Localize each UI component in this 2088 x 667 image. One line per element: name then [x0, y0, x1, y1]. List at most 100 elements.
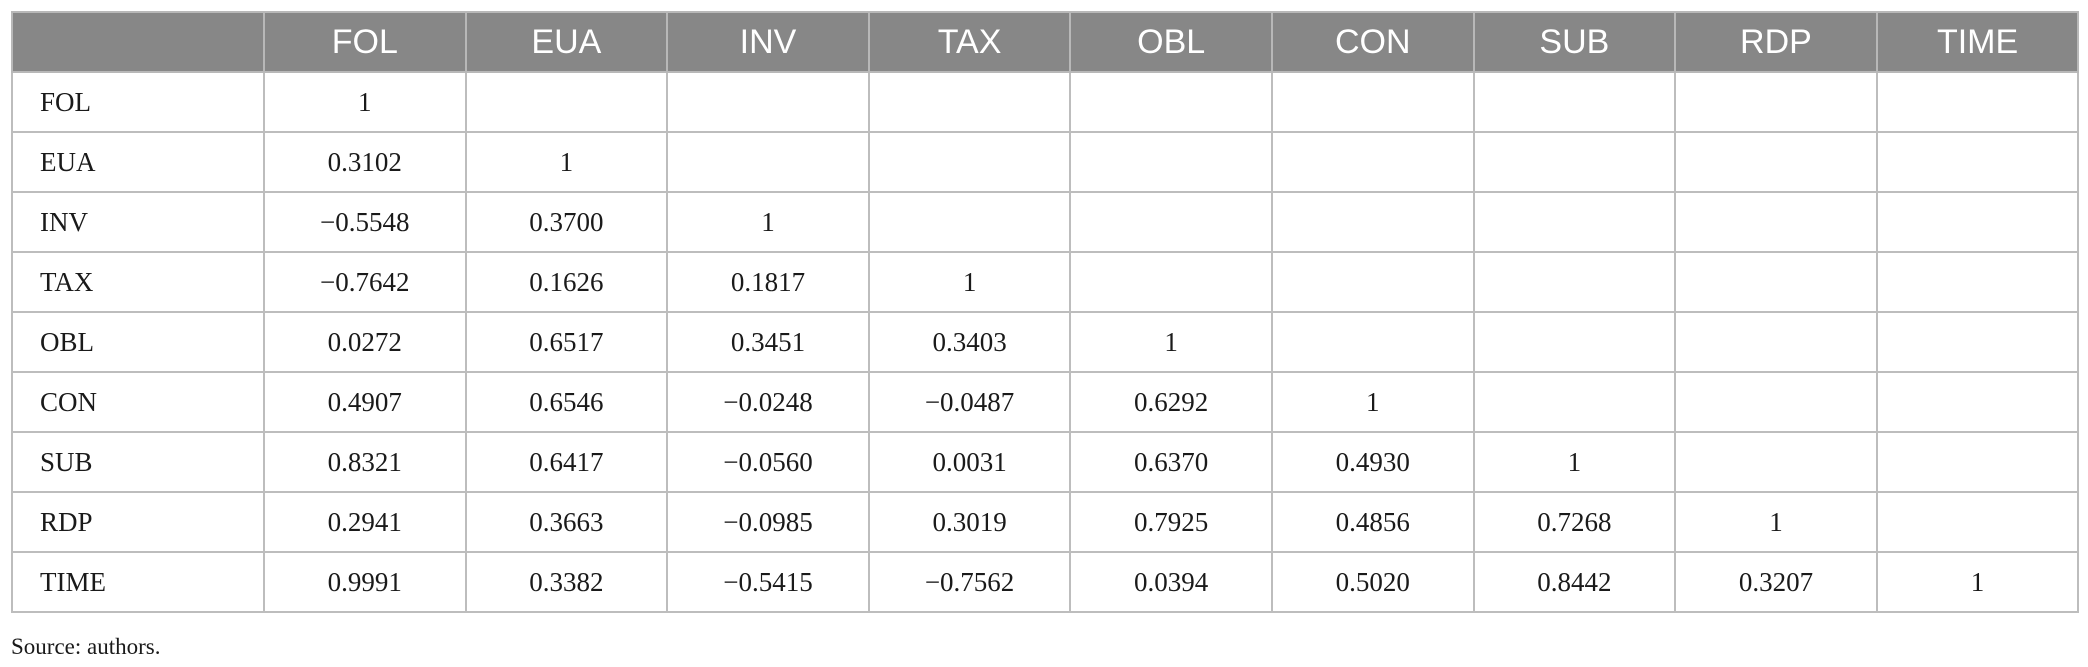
table-cell: 0.4856	[1270, 491, 1475, 553]
table-cell	[1674, 431, 1878, 493]
table-cell	[1674, 191, 1878, 253]
table-cell	[1270, 251, 1475, 313]
table-row: CON 0.4907 0.6546 −0.0248 −0.0487 0.6292 1	[11, 371, 2080, 433]
table-cell: 1	[867, 251, 1072, 313]
table-cell	[666, 131, 870, 193]
table-cell: 0.6292	[1069, 371, 1273, 433]
table-row: SUB 0.8321 0.6417 −0.0560 0.0031 0.6370 0.4930…	[11, 431, 2080, 493]
table-cell: 0.6417	[464, 431, 669, 493]
table-cell: 1	[464, 131, 669, 193]
table-cell: 0.3663	[464, 491, 669, 553]
table-cell: −0.0248	[666, 371, 870, 433]
table-row: RDP 0.2941 0.3663 −0.0985 0.3019 0.7925 0.4856…	[11, 491, 2080, 553]
table-cell: −0.7562	[867, 551, 1072, 613]
table-cell	[1069, 131, 1273, 193]
column-header: SUB	[1472, 11, 1677, 73]
table-cell	[1674, 251, 1878, 313]
row-label: INV	[11, 191, 265, 253]
table-cell	[464, 71, 669, 133]
table-cell: −0.5415	[666, 551, 870, 613]
table-cell: −0.7642	[263, 251, 467, 313]
table-cell: 1	[1875, 551, 2080, 613]
table-cell: 0.1817	[666, 251, 870, 313]
table-cell: 1	[1270, 371, 1475, 433]
table-cell: 0.7925	[1069, 491, 1273, 553]
row-label: EUA	[11, 131, 265, 193]
table-cell: 0.3207	[1674, 551, 1878, 613]
row-label: SUB	[11, 431, 265, 493]
table-cell	[1069, 71, 1273, 133]
table-row: INV −0.5548 0.3700 1	[11, 191, 2080, 253]
table-row: TIME 0.9991 0.3382 −0.5415 −0.7562 0.0394 0.50…	[11, 551, 2080, 613]
table-row: FOL 1	[11, 71, 2080, 133]
table-cell	[1875, 311, 2080, 373]
source-note: Source: authors.	[11, 634, 161, 659]
table-cell	[1069, 191, 1273, 253]
table-cell: 0.0272	[263, 311, 467, 373]
table-cell	[1674, 311, 1878, 373]
header-row: FOL EUA INV TAX OBL CON SUB RDP TIME	[11, 11, 2080, 73]
table-cell	[1875, 491, 2080, 553]
table-cell	[867, 71, 1072, 133]
table-cell	[1875, 431, 2080, 493]
correlation-table-container: FOL EUA INV TAX OBL CON SUB RDP TIME FOL…	[11, 11, 2080, 613]
column-header: TIME	[1875, 11, 2080, 73]
table-cell	[1472, 131, 1677, 193]
table-cell: 0.3382	[464, 551, 669, 613]
table-cell: 0.4907	[263, 371, 467, 433]
table-cell: 0.3102	[263, 131, 467, 193]
table-cell	[1472, 371, 1677, 433]
table-cell	[1069, 251, 1273, 313]
column-header: RDP	[1674, 11, 1878, 73]
table-cell: 1	[1069, 311, 1273, 373]
table-cell: 0.5020	[1270, 551, 1475, 613]
table-cell: 1	[263, 71, 467, 133]
column-header: INV	[666, 11, 870, 73]
table-row: TAX −0.7642 0.1626 0.1817 1	[11, 251, 2080, 313]
table-cell: 0.3451	[666, 311, 870, 373]
row-label: RDP	[11, 491, 265, 553]
table-cell	[1875, 191, 2080, 253]
table-cell	[1674, 71, 1878, 133]
table-cell: −0.0560	[666, 431, 870, 493]
table-cell: 0.3700	[464, 191, 669, 253]
table-cell: 0.0394	[1069, 551, 1273, 613]
table-cell: −0.0985	[666, 491, 870, 553]
row-label: FOL	[11, 71, 265, 133]
row-label: TIME	[11, 551, 265, 613]
table-cell	[867, 191, 1072, 253]
table-cell	[1270, 191, 1475, 253]
table-cell: 0.8321	[263, 431, 467, 493]
table-body: FOL 1 EUA 0.3102 1 INV −0.5548 0.3700 1 TAX −0.764…	[11, 71, 2080, 613]
table-cell: −0.0487	[867, 371, 1072, 433]
corner-header	[11, 11, 265, 73]
table-cell: 0.3403	[867, 311, 1072, 373]
column-header: CON	[1270, 11, 1475, 73]
table-row: EUA 0.3102 1	[11, 131, 2080, 193]
table-cell: 0.2941	[263, 491, 467, 553]
column-header: OBL	[1069, 11, 1273, 73]
table-cell	[1472, 251, 1677, 313]
table-cell	[1472, 191, 1677, 253]
table-cell: 1	[1472, 431, 1677, 493]
table-cell	[1674, 371, 1878, 433]
column-header: FOL	[263, 11, 467, 73]
table-cell	[666, 71, 870, 133]
table-cell: 0.1626	[464, 251, 669, 313]
table-cell: 0.6517	[464, 311, 669, 373]
table-cell: 0.9991	[263, 551, 467, 613]
table-cell: 0.7268	[1472, 491, 1677, 553]
table-cell: 0.6370	[1069, 431, 1273, 493]
table-cell	[1674, 131, 1878, 193]
table-cell: −0.5548	[263, 191, 467, 253]
table-cell	[1472, 71, 1677, 133]
row-label: TAX	[11, 251, 265, 313]
table-cell: 0.0031	[867, 431, 1072, 493]
row-label: OBL	[11, 311, 265, 373]
table-cell	[1472, 311, 1677, 373]
table-cell: 0.3019	[867, 491, 1072, 553]
table-cell	[867, 131, 1072, 193]
table-cell	[1875, 371, 2080, 433]
table-cell: 1	[666, 191, 870, 253]
table-cell	[1875, 251, 2080, 313]
